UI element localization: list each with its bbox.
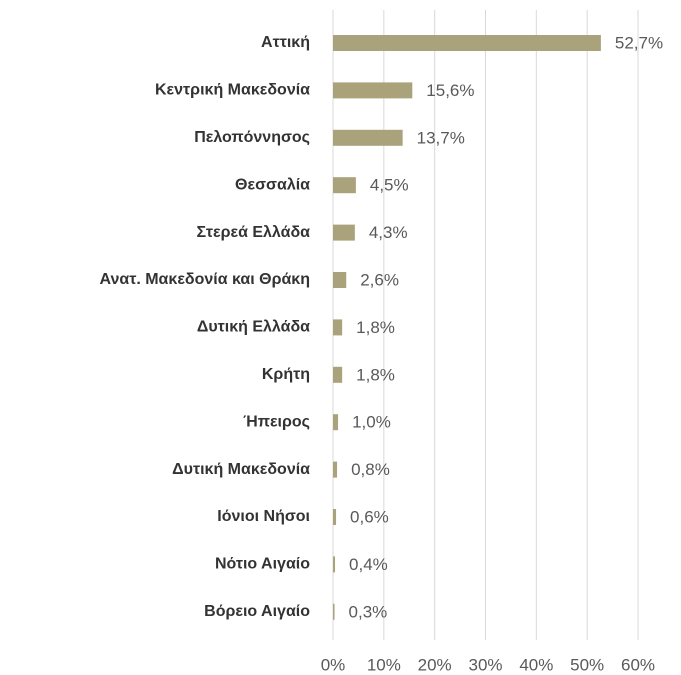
- category-label: Ήπειρος: [243, 413, 310, 430]
- x-tick-label: 0%: [321, 655, 346, 674]
- category-label: Πελοπόννησος: [194, 129, 310, 146]
- category-label: Βόρειο Αιγαίο: [204, 603, 310, 620]
- category-label: Ανατ. Μακεδονία και Θράκη: [100, 271, 311, 288]
- x-tick-label: 60%: [621, 655, 655, 674]
- category-label: Κρήτη: [262, 366, 310, 383]
- value-label: 13,7%: [417, 128, 465, 147]
- x-tick-label: 20%: [418, 655, 452, 674]
- bar: [333, 129, 403, 146]
- category-label: Δυτική Ελλάδα: [197, 319, 310, 336]
- category-label: Κεντρική Μακεδονία: [155, 82, 310, 99]
- bar: [333, 509, 337, 525]
- bar: [333, 414, 339, 431]
- x-tick-label: 40%: [519, 655, 553, 674]
- bar: [333, 366, 343, 383]
- value-label: 0,8%: [351, 460, 390, 479]
- bar: [333, 319, 343, 336]
- x-tick-label: 30%: [468, 655, 502, 674]
- bar: [333, 556, 336, 573]
- value-label: 0,6%: [350, 507, 389, 526]
- bar: [333, 461, 338, 478]
- bar: [333, 224, 355, 241]
- x-tick-label: 10%: [367, 655, 401, 674]
- value-label: 52,7%: [615, 33, 663, 52]
- category-label: Ιόνιοι Νήσοι: [217, 508, 310, 525]
- value-label: 1,8%: [356, 365, 395, 384]
- bar: [333, 177, 356, 194]
- value-label: 15,6%: [426, 81, 474, 100]
- category-label: Θεσσαλία: [235, 176, 310, 193]
- value-label: 0,3%: [349, 602, 388, 621]
- bar: [333, 272, 347, 288]
- category-label: Αττική: [261, 34, 310, 51]
- value-label: 4,3%: [369, 223, 408, 242]
- x-tick-label: 50%: [570, 655, 604, 674]
- category-label: Νότιο Αιγαίο: [215, 556, 310, 573]
- value-label: 2,6%: [360, 270, 399, 289]
- category-label: Στερεά Ελλάδα: [197, 224, 311, 241]
- bar: [333, 603, 335, 620]
- category-label: Δυτική Μακεδονία: [172, 461, 310, 478]
- value-label: 1,8%: [356, 318, 395, 337]
- bar: [333, 82, 413, 99]
- value-label: 0,4%: [349, 555, 388, 574]
- value-label: 4,5%: [370, 176, 409, 195]
- bar: [333, 35, 601, 51]
- value-label: 1,0%: [352, 413, 391, 432]
